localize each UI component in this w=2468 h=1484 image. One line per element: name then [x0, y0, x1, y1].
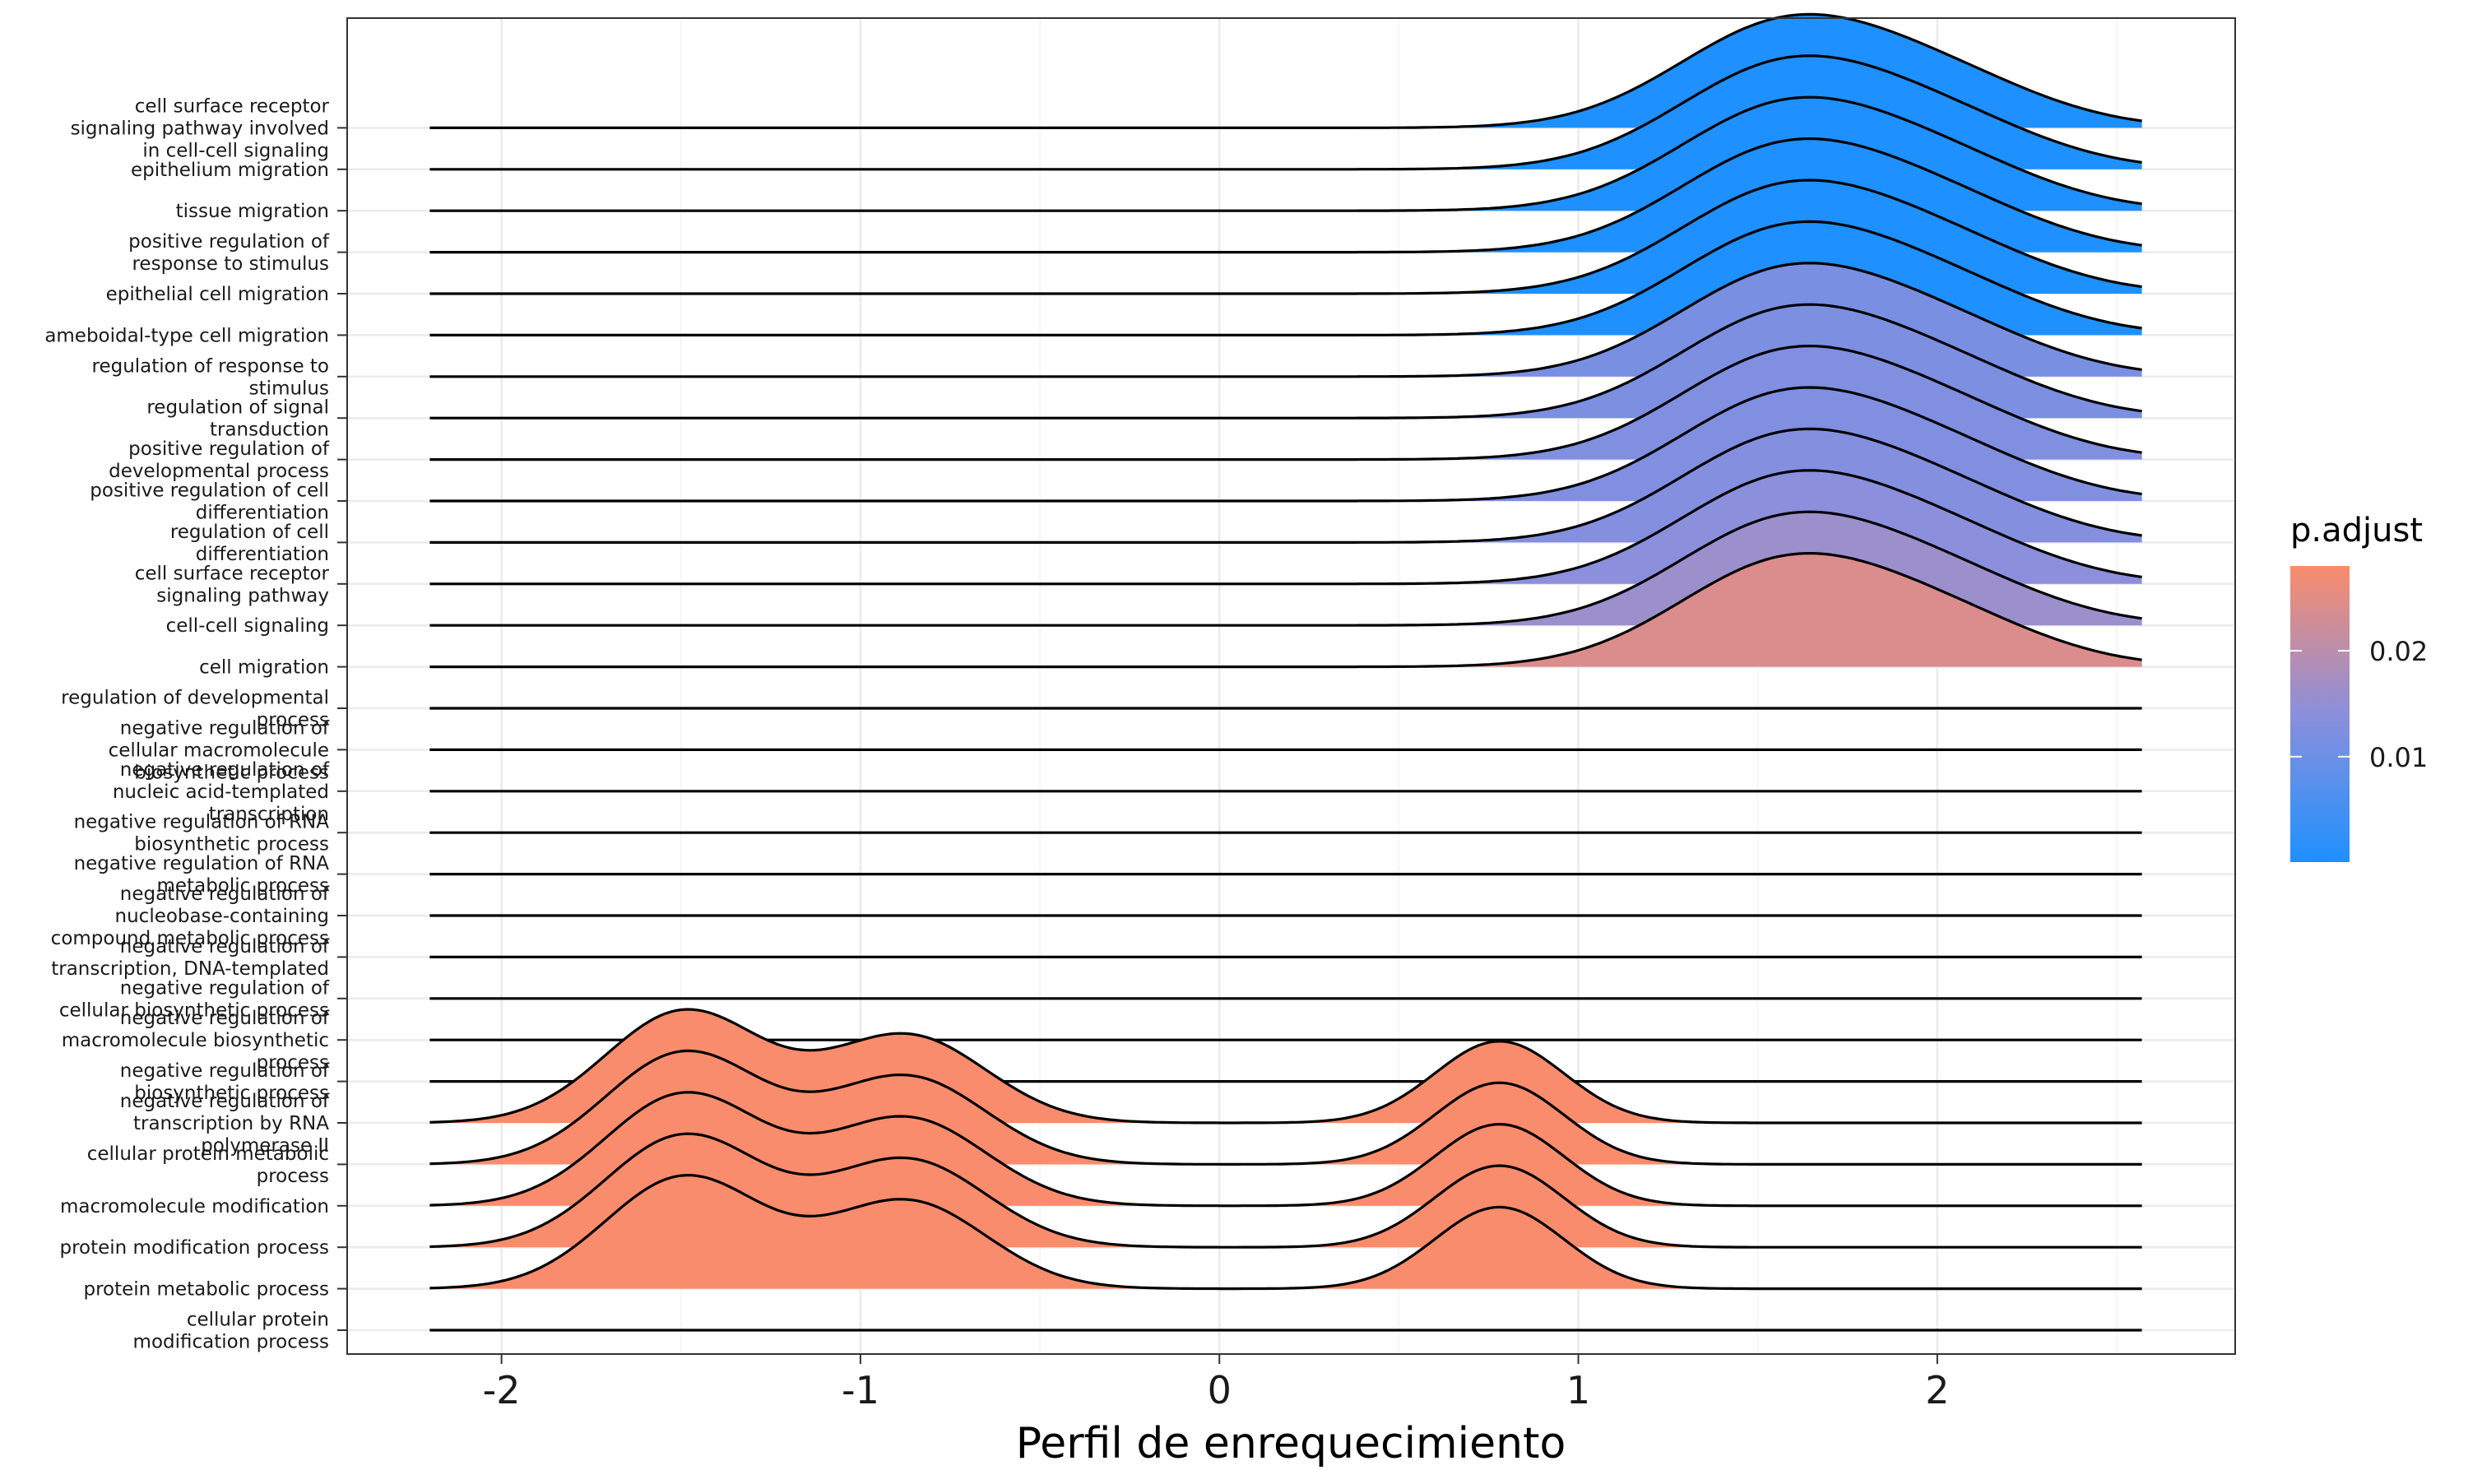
- y-tick-label: regulation of signal transduction: [146, 397, 329, 441]
- y-tick-label: negative regulation of nucleic acid-templ…: [113, 759, 330, 825]
- y-tick-label: cell surface receptor signaling pathway: [135, 563, 330, 606]
- y-tick-label: negative regulation of RNA biosynthetic p…: [74, 812, 330, 856]
- x-tick-label: -1: [842, 1368, 879, 1412]
- density-line: [429, 54, 2142, 171]
- y-tick-label: cellular protein modification process: [133, 1310, 329, 1353]
- legend-ticks: 0.02 0.01: [2290, 636, 2428, 773]
- density-line: [429, 510, 2142, 627]
- density-line: [429, 345, 2142, 461]
- density-line: [429, 1091, 2142, 1208]
- y-tick-label: cell-cell signaling: [166, 615, 329, 637]
- density-line: [429, 303, 2142, 420]
- ridge-row: [429, 1174, 2142, 1291]
- y-tick-label: negative regulation of transcription by R…: [120, 1091, 330, 1157]
- y-tick-label: negative regulation of macromolecule bios…: [62, 1008, 330, 1074]
- y-tick-label: positive regulation of cell differentiati…: [90, 480, 329, 524]
- y-tick-label: ameboidal-type cell migration: [44, 325, 329, 346]
- density-line: [429, 262, 2142, 378]
- y-tick-label: cell migration: [199, 657, 329, 679]
- density-area: [429, 1175, 2142, 1289]
- y-tick-label: regulation of response to stimulus: [92, 355, 329, 399]
- y-tick-label: cell surface receptor signaling pathway i…: [71, 95, 330, 161]
- x-axis-title: Perfil de enrequecimiento: [1016, 1419, 1566, 1468]
- y-tick-label: negative regulation of transcription, DNA…: [51, 936, 330, 980]
- density-line: [429, 1132, 2142, 1249]
- x-tick-label: 1: [1566, 1368, 1590, 1412]
- density-line: [429, 1008, 2142, 1125]
- density-line: [429, 1174, 2142, 1291]
- density-line: [429, 95, 2142, 212]
- y-tick-label: macromolecule modification: [60, 1196, 329, 1217]
- density-line: [429, 220, 2142, 336]
- density-line: [429, 179, 2142, 295]
- density-line: [429, 552, 2142, 669]
- density-line: [429, 427, 2142, 544]
- x-tick-label: 2: [1925, 1368, 1949, 1412]
- ridge-layer: [429, 12, 2142, 1332]
- legend-tick-label: 0.01: [2369, 742, 2428, 773]
- density-line: [429, 386, 2142, 503]
- color-legend: p.adjust 0.02 0.01: [2290, 512, 2428, 862]
- y-tick-label: positive regulation of response to stimul…: [128, 231, 330, 275]
- y-tick-label: protein metabolic process: [83, 1279, 329, 1301]
- y-tick-label: negative regulation of nucleobase-contain…: [51, 883, 330, 949]
- x-axis: -2 -1 0 1 2: [483, 1354, 1950, 1412]
- y-tick-label: negative regulation of cellular macromole…: [109, 717, 330, 783]
- y-tick-label: protein modification process: [59, 1237, 329, 1259]
- y-tick-label: negative regulation of biosynthetic proce…: [120, 1060, 330, 1104]
- legend-colorbar: [2290, 566, 2350, 862]
- y-tick-label: cellular protein metabolic process: [87, 1143, 329, 1187]
- density-line: [429, 12, 2142, 129]
- y-tick-label: positive regulation of developmental proc…: [109, 438, 330, 482]
- y-axis: cell surface receptor signaling pathway i…: [44, 95, 347, 1353]
- plot-border: [346, 17, 2236, 1355]
- y-tick-label: regulation of cell differentiation: [170, 522, 329, 565]
- y-tick-label: epithelial cell migration: [106, 284, 329, 305]
- density-line: [429, 137, 2142, 254]
- density-area: [429, 553, 2142, 667]
- legend-title: p.adjust: [2290, 512, 2423, 550]
- y-tick-label: tissue migration: [176, 201, 329, 222]
- ridge-row: [429, 552, 2142, 669]
- legend-tick-label: 0.02: [2369, 636, 2428, 667]
- density-line: [429, 469, 2142, 586]
- density-line: [429, 1049, 2142, 1166]
- x-tick-label: 0: [1208, 1368, 1232, 1412]
- y-tick-label: epithelium migration: [131, 160, 329, 181]
- y-tick-label: regulation of developmental process: [61, 688, 329, 731]
- y-tick-label: negative regulation of RNA metabolic proc…: [74, 853, 330, 897]
- y-tick-label: negative regulation of cellular biosynthe…: [59, 977, 330, 1021]
- x-tick-label: -2: [483, 1368, 521, 1412]
